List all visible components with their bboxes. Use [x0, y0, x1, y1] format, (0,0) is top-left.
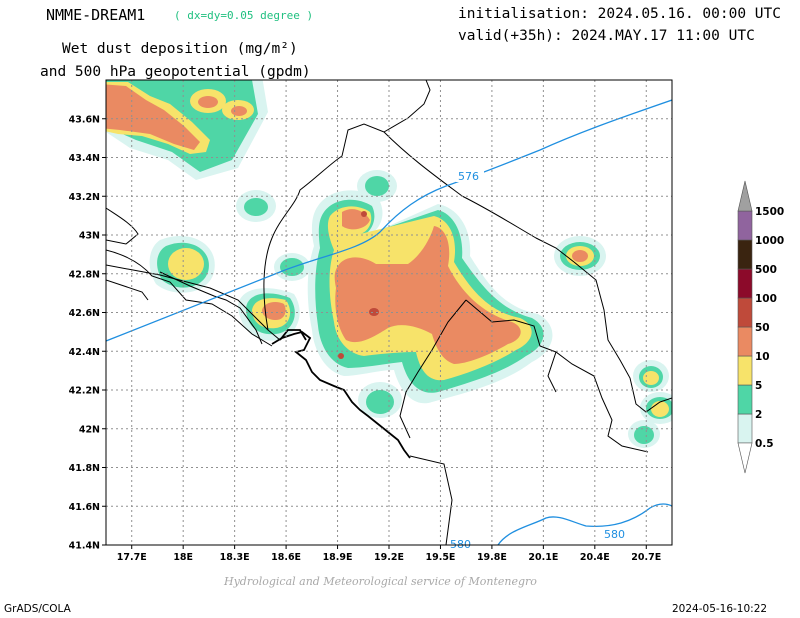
dust-deposition-field	[106, 80, 672, 448]
lat-tick-label: 42.6N	[69, 308, 100, 319]
legend-level-label: 10	[755, 351, 770, 363]
legend-level-label: 100	[755, 293, 777, 305]
lat-tick-label: 42.2N	[69, 386, 100, 397]
lon-tick-label: 17.7E	[117, 552, 147, 563]
legend-level-label: 500	[755, 264, 777, 276]
lon-tick-label: 19.2E	[374, 552, 404, 563]
lon-tick-label: 18E	[173, 552, 193, 563]
map-grid	[106, 80, 672, 545]
lat-tick-label: 41.8N	[69, 463, 100, 474]
lat-tick-label: 43.6N	[69, 114, 100, 125]
lat-tick-label: 41.4N	[69, 541, 100, 552]
coastline	[271, 329, 411, 459]
legend-swatch	[737, 210, 753, 241]
lat-tick-label: 43.4N	[69, 153, 100, 164]
lon-tick-label: 20.1E	[528, 552, 558, 563]
legend-level-label: 0.5	[755, 438, 774, 450]
legend-swatch	[737, 384, 753, 415]
legend-level-label: 2	[755, 409, 762, 421]
legend-swatch	[737, 268, 753, 299]
legend-upper-arrow	[737, 180, 753, 212]
lon-tick-label: 18.3E	[220, 552, 250, 563]
lon-tick-label: 18.9E	[323, 552, 353, 563]
lat-tick-label: 43.2N	[69, 192, 100, 203]
lat-tick-label: 41.6N	[69, 502, 100, 513]
credit-line: Hydrological and Meteorological service …	[224, 575, 537, 588]
legend-swatch	[737, 413, 753, 444]
field-title-line1: Wet dust deposition (mg/m²)	[62, 41, 298, 57]
lon-tick-label: 19.8E	[477, 552, 507, 563]
legend-swatch	[737, 239, 753, 270]
geopotential-contours	[106, 99, 672, 545]
lat-tick-label: 43N	[79, 231, 100, 242]
legend-level-label: 5	[755, 380, 762, 392]
valid-time: valid(+35h): 2024.MAY.17 11:00 UTC	[458, 28, 755, 44]
lon-tick-label: 19.5E	[425, 552, 455, 563]
lon-tick-label: 20.4E	[580, 552, 610, 563]
legend-swatch	[737, 297, 753, 328]
legend-swatch	[737, 355, 753, 386]
lon-tick-label: 20.7E	[631, 552, 661, 563]
legend-swatch	[737, 326, 753, 357]
lat-tick-label: 42.8N	[69, 269, 100, 280]
contour-label-576: 576	[458, 170, 479, 183]
lat-tick-label: 42.4N	[69, 347, 100, 358]
resolution-note: ( dx=dy=0.05 degree )	[174, 9, 314, 22]
axis-ticks: 17.7E 18E 18.3E 18.6E 18.9E 19.2E 19.5E 19.8E 20…	[69, 114, 662, 563]
model-title: NMME-DREAM1	[46, 6, 146, 24]
software-label: GrADS/COLA	[4, 603, 71, 615]
legend-level-label: 50	[755, 322, 770, 334]
legend-lower-arrow	[737, 442, 753, 474]
render-timestamp: 2024-05-16-10:22	[672, 603, 768, 615]
lon-tick-label: 18.6E	[271, 552, 301, 563]
lat-tick-label: 42N	[79, 424, 100, 435]
contour-label-580-b: 580	[604, 528, 625, 541]
colorbar-legend: 0.5 2 5 10 50 100 500 1000 1500	[737, 180, 784, 474]
legend-level-label: 1000	[755, 235, 784, 247]
initialisation-time: initialisation: 2024.05.16. 00:00 UTC	[458, 6, 782, 22]
field-title-line2: and 500 hPa geopotential (gpdm)	[40, 64, 311, 80]
legend-level-label: 1500	[755, 206, 784, 218]
